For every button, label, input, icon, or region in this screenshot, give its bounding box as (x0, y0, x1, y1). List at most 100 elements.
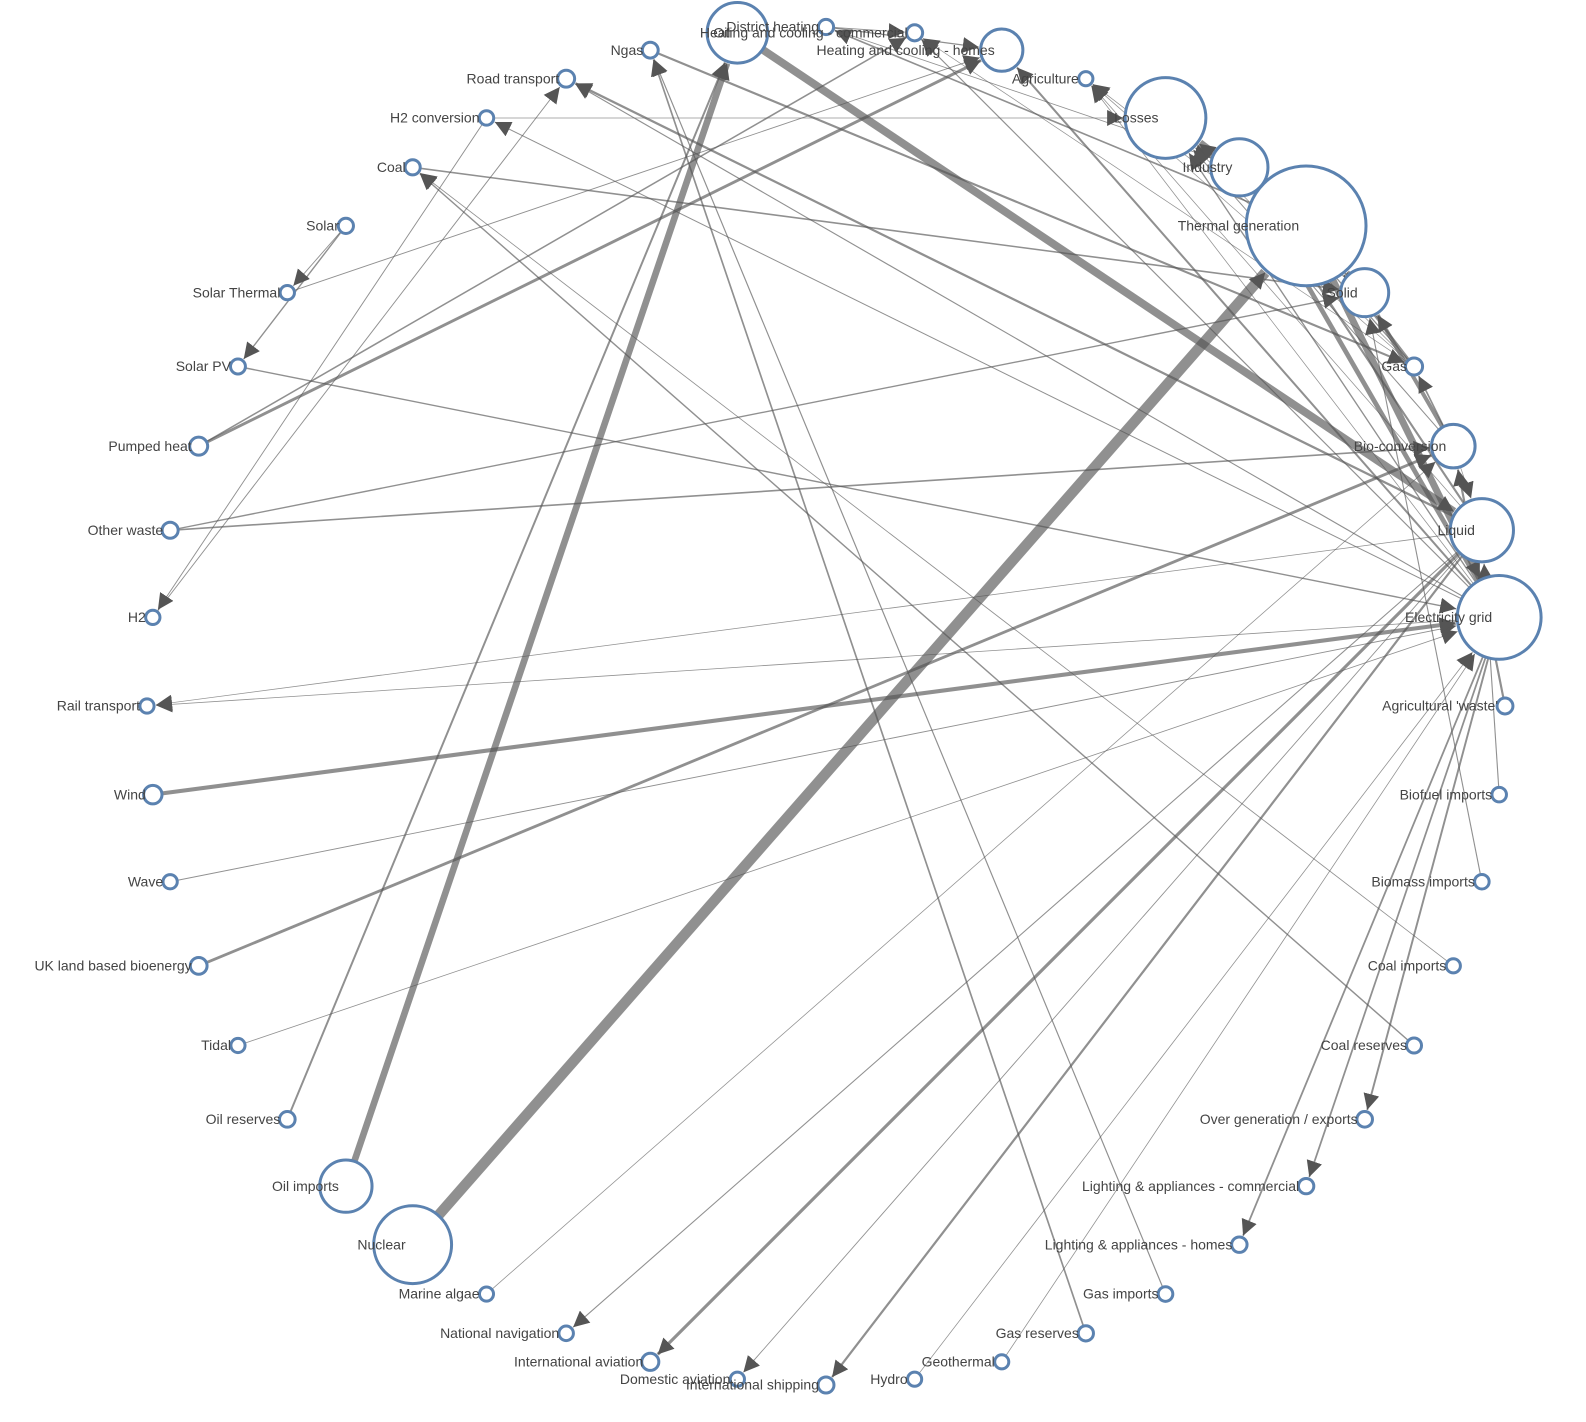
node-label: Lighting & appliances - homes (1045, 1236, 1233, 1252)
link (155, 529, 1482, 711)
node-label: Tidal (201, 1037, 231, 1053)
node (160, 520, 180, 540)
link (170, 621, 1457, 883)
node-label: Solid (1327, 284, 1358, 300)
node-label: Wave (128, 873, 163, 889)
link (825, 23, 905, 40)
link (1241, 617, 1501, 1237)
node-label: UK land based bioenergy (34, 958, 191, 974)
node-label: Other waste (88, 522, 164, 538)
link (735, 29, 1457, 515)
link (574, 83, 1500, 618)
node-label: Heating and cooling - homes (817, 42, 995, 58)
node-label: H2 conversion (390, 110, 480, 126)
nodes (138, 1, 1543, 1395)
node (138, 697, 156, 715)
link (198, 453, 1432, 968)
link (412, 166, 1340, 296)
node-label: Thermal generation (1178, 218, 1299, 234)
link (831, 529, 1483, 1378)
node (188, 435, 210, 457)
link (286, 62, 727, 1120)
node-label: Coal imports (1368, 958, 1447, 974)
node-label: Oil reserves (206, 1111, 281, 1127)
node-label: Wind (114, 786, 146, 802)
node-label: Biomass imports (1371, 873, 1474, 889)
node-label: Domestic aviation (620, 1371, 731, 1387)
node-label: Gas reserves (996, 1325, 1079, 1341)
link (572, 529, 1483, 1328)
link (292, 225, 347, 287)
node (477, 109, 496, 127)
link (651, 59, 1087, 1334)
node-label: Agricultural 'waste' (1382, 698, 1498, 714)
node (993, 1353, 1011, 1371)
node (979, 27, 1025, 73)
node (318, 1158, 374, 1214)
node-label: District heating (726, 19, 819, 35)
node-label: Nuclear (357, 1236, 406, 1252)
node (1448, 497, 1515, 564)
node (1455, 573, 1543, 661)
node (142, 783, 164, 806)
node (1244, 164, 1368, 288)
node (278, 284, 296, 302)
node-label: Solar (306, 218, 339, 234)
node-label: International shipping (686, 1377, 819, 1393)
node (1403, 356, 1425, 377)
link (922, 38, 1415, 367)
node-label: Hydro (870, 1371, 908, 1387)
node (1077, 70, 1095, 88)
node (336, 216, 355, 235)
link (743, 529, 1483, 1373)
link (1365, 318, 1483, 882)
node (161, 873, 179, 891)
link (419, 172, 1454, 967)
node (640, 40, 660, 60)
node (477, 1285, 496, 1303)
link (237, 629, 1458, 1046)
link (237, 365, 1457, 614)
link (1001, 653, 1476, 1363)
node-label: Geothermal (922, 1354, 995, 1370)
node-label: Industry (1183, 159, 1233, 175)
node (372, 1204, 454, 1286)
node-label: International aviation (514, 1354, 643, 1370)
node (816, 17, 836, 37)
node-label: Pumped heat (108, 438, 191, 454)
link (170, 440, 1430, 532)
link (494, 121, 1500, 618)
link (198, 59, 982, 448)
node (705, 1, 770, 65)
node-label: Ngas (611, 42, 644, 58)
node (1473, 872, 1491, 891)
node (816, 1375, 836, 1395)
node (556, 68, 577, 89)
node-label: Road transport (467, 70, 560, 86)
node-label: Gas (1381, 358, 1407, 374)
node-label: Solar Thermal (193, 284, 281, 300)
node-label: Lighting & appliances - commercial (1082, 1178, 1299, 1194)
link (656, 529, 1483, 1356)
link (1016, 66, 1500, 619)
link (1306, 617, 1501, 1178)
node-label: Electricity grid (1405, 609, 1492, 625)
node-label: Biofuel imports (1400, 786, 1493, 802)
node-label: National navigation (440, 1325, 559, 1341)
link (575, 82, 1483, 532)
link (287, 55, 980, 294)
node (1156, 1285, 1175, 1303)
node-label: H2 (128, 609, 146, 625)
node (1490, 785, 1508, 804)
link (419, 173, 1415, 1047)
link (1091, 85, 1500, 618)
node (1444, 957, 1462, 975)
node-label: Losses (1114, 110, 1158, 126)
link (152, 86, 561, 618)
link (198, 37, 907, 447)
node-label: Solar PV (176, 358, 232, 374)
link (408, 268, 1270, 1249)
node (905, 23, 925, 43)
